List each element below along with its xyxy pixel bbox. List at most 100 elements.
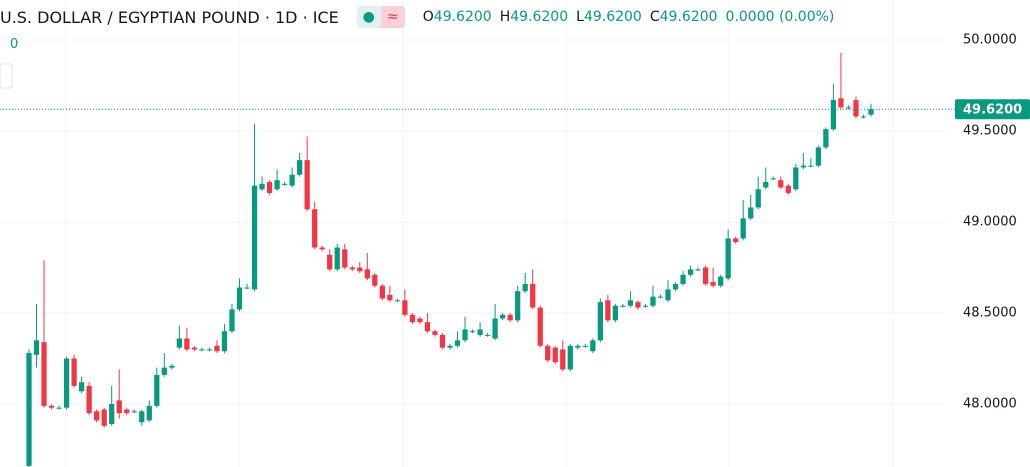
header: U.S. DOLLAR / EGYPTIAN POUND · 1D · ICE … [0,6,834,28]
candle-body [567,345,573,370]
candle-body [214,345,220,352]
candle-body [868,109,874,115]
candle-body [477,329,483,335]
ohlc-key: O [422,9,434,25]
candle-body [327,254,333,270]
candle-body [364,269,370,279]
candle-body [665,289,671,301]
ohlc-item: H49.6200 [500,9,568,25]
candle-body [620,305,626,307]
candle-body [379,285,385,299]
ohlc-value: 49.6200 [433,9,492,25]
candle-body [522,283,528,292]
candle-body [184,338,190,350]
candle-body [830,100,837,130]
ohlc-key: C [649,9,660,25]
candle-body [48,405,55,408]
ohlc-key: H [499,9,511,25]
ohlc-legend: O49.6200 H49.6200 L49.6200 C49.6200 [423,9,726,25]
ohlc-item: L49.6200 [576,9,642,25]
candle-body [266,181,273,193]
candle-body [191,347,198,350]
candle-body [86,385,92,414]
change: 0.0000 (0.00%) [725,9,835,25]
candle-body [575,345,581,348]
candle-body [221,331,228,352]
side-button[interactable] [0,63,13,89]
price-axis: 48.0000 48.5000 49.0000 49.5000 50.0000 49.62… [0,33,1030,412]
candle-body [815,147,822,166]
candle-body [838,98,844,108]
candle-body [605,300,611,321]
candle-body [672,283,679,290]
candle-body [733,238,739,243]
candle-body [785,185,791,193]
candle-body [695,269,701,271]
candle-body [492,318,498,339]
candle-body [718,276,724,286]
y-tick-label: 48.5000 [963,306,1017,321]
candle-body [176,338,182,348]
candle-body [552,347,558,363]
ohlc-item: O49.6200 [423,9,492,25]
candle-body [635,302,641,308]
candle-body [26,353,32,466]
candle-body [793,167,799,190]
candle-body [650,296,656,306]
candle-body [439,334,446,348]
candle-body [281,183,288,185]
candle-body [33,340,40,355]
candle-body [454,340,461,346]
status-badge[interactable]: ● ≈ [356,6,405,28]
candle-body [657,296,664,298]
candle-body [680,274,686,284]
y-tick-label: 50.0000 [963,33,1017,48]
candle-body [71,358,77,386]
candle-body [740,218,746,239]
candle-body [860,116,867,118]
candle-body [154,374,160,406]
candle-body [78,382,85,392]
y-tick-label: 49.0000 [963,215,1017,230]
candle-body [94,411,100,421]
market-open-icon: ● [356,6,381,28]
candle-body [349,267,355,270]
candle-body [770,178,776,180]
candle-body [687,269,694,275]
candle-body [274,180,280,190]
candle-body [236,287,243,310]
candle-body [116,400,122,414]
ohlc-value: 49.6200 [659,9,718,25]
candle-body [778,180,784,188]
candle-body [748,207,754,219]
candle-body [469,331,476,333]
candle-body [755,189,761,208]
candle-body [417,318,423,323]
ohlc-item: C49.6200 [650,9,718,25]
candle-body [537,307,543,346]
candle-body [702,267,709,284]
candle-body [582,345,588,347]
candle-body [169,365,175,368]
candle-body [101,409,107,426]
candle-body [845,107,852,109]
candle-body [597,302,603,341]
candle-body [627,300,634,306]
candle-body [146,405,152,421]
candle-body [560,349,566,370]
ohlc-value: 49.6200 [510,9,569,25]
candle-body [763,181,769,188]
candle-body [41,342,47,406]
candle-body [725,238,731,279]
candle-body [432,331,438,335]
candle-body [229,309,235,332]
candle-body [447,345,453,348]
candle-body [109,404,115,425]
candle-body [515,291,521,321]
candle-body [334,247,340,270]
candle-body [394,300,401,302]
last-price-label: 49.6200 [963,103,1022,118]
candle-body [710,282,716,286]
candle-body [484,334,491,336]
